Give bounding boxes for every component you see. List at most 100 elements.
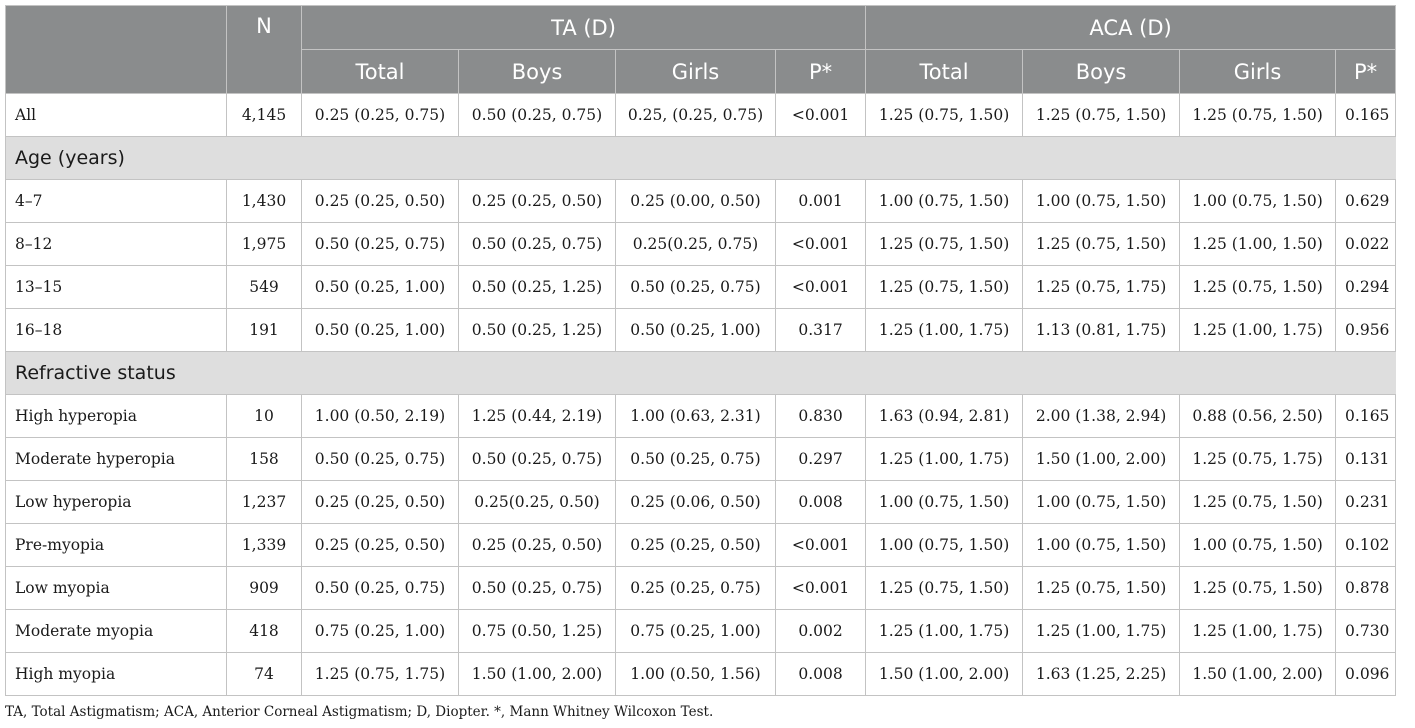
table-cell: 1.25 (1.00, 1.75) [1179, 308, 1337, 352]
table-cell: 0.50 (0.25, 0.75) [458, 93, 616, 137]
row-label: Low hyperopia [5, 480, 227, 524]
row-label: Low myopia [5, 566, 227, 610]
table-cell: 1.25 (1.00, 1.75) [865, 437, 1024, 481]
table-cell: 0.102 [1335, 523, 1397, 567]
table-cell: 0.50 (0.25, 1.25) [458, 308, 616, 352]
table-row: High myopia 74 1.25 (0.75, 1.75) 1.50 (1.00… [5, 652, 1397, 696]
table-cell: 1.25 (0.75, 1.75) [1022, 265, 1181, 309]
cell-n: 4,145 [226, 93, 302, 137]
table-cell: 1.25 (1.00, 1.75) [865, 308, 1024, 352]
table-cell: 0.50 (0.25, 0.75) [301, 222, 459, 266]
table-cell: 0.50 (0.25, 0.75) [615, 265, 776, 309]
table-cell: 1.00 (0.75, 1.50) [1022, 523, 1181, 567]
table-cell: <0.001 [774, 222, 867, 266]
section-row: Refractive status [4, 351, 1397, 395]
table-header: N TA (D) ACA (D) Total Boys Girls P* Tot… [5, 5, 1397, 94]
table-cell: 1.25 (0.75, 1.50) [1179, 566, 1337, 610]
table-cell: 0.75 (0.50, 1.25) [458, 609, 616, 653]
table-row: Moderate hyperopia 158 0.50 (0.25, 0.75) 0.… [5, 437, 1397, 481]
header-ta-girls: Girls [615, 49, 776, 94]
table-cell: 0.50 (0.25, 0.75) [458, 437, 616, 481]
row-label: 8–12 [5, 222, 227, 266]
table-cell: 1.00 (0.63, 2.31) [615, 394, 776, 438]
table-row: All 4,145 0.25 (0.25, 0.75) 0.50 (0.25, 0.7… [5, 93, 1397, 137]
table-row: Low hyperopia 1,237 0.25 (0.25, 0.50) 0.25(… [5, 480, 1397, 524]
table-cell: 0.878 [1335, 566, 1397, 610]
table-cell: 0.25 (0.25, 0.50) [458, 179, 616, 223]
table-cell: 1.50 (1.00, 2.00) [458, 652, 616, 696]
table-cell: 0.022 [1335, 222, 1397, 266]
table-footnote: TA, Total Astigmatism; ACA, Anterior Cor… [5, 704, 714, 720]
table-cell: 1.00 (0.50, 2.19) [301, 394, 459, 438]
section-row: Age (years) [4, 136, 1397, 180]
table-cell: 1.00 (0.75, 1.50) [1179, 179, 1337, 223]
table-cell: 1.25 (0.75, 1.50) [865, 265, 1024, 309]
table-cell: 0.50 (0.25, 1.00) [615, 308, 776, 352]
table-cell: 0.75 (0.25, 1.00) [301, 609, 459, 653]
table-cell: 0.096 [1335, 652, 1397, 696]
table-cell: 0.25 (0.00, 0.50) [615, 179, 776, 223]
table-cell: 1.25 (1.00, 1.50) [1179, 222, 1337, 266]
table-cell: 0.25 (0.06, 0.50) [615, 480, 776, 524]
section-label: Refractive status [4, 351, 1397, 395]
table-cell: 1.25 (1.00, 1.75) [1022, 609, 1181, 653]
table-cell: 1.25 (0.75, 1.50) [1022, 222, 1181, 266]
table-cell: 0.25 (0.25, 0.50) [301, 480, 459, 524]
table-cell: 0.008 [774, 652, 867, 696]
table-body: All 4,145 0.25 (0.25, 0.75) 0.50 (0.25, 0.7… [4, 93, 1397, 696]
row-label: All [5, 93, 227, 137]
table-cell: 1.13 (0.81, 1.75) [1022, 308, 1181, 352]
table-cell: 1.25 (0.75, 1.75) [301, 652, 459, 696]
table-cell: 0.88 (0.56, 2.50) [1179, 394, 1337, 438]
table-cell: 1.00 (0.75, 1.50) [1022, 179, 1181, 223]
table-row: Pre-myopia 1,339 0.25 (0.25, 0.50) 0.25 (0.… [5, 523, 1397, 567]
table-cell: 0.25 (0.25, 0.50) [458, 523, 616, 567]
table-cell: 1.63 (1.25, 2.25) [1022, 652, 1181, 696]
table-cell: 1.25 (1.00, 1.75) [1179, 609, 1337, 653]
cell-n: 1,339 [226, 523, 302, 567]
table-cell: <0.001 [774, 265, 867, 309]
table-cell: 0.165 [1335, 93, 1397, 137]
table-cell: 1.00 (0.75, 1.50) [1179, 523, 1337, 567]
table-cell: 0.25 (0.25, 0.75) [615, 566, 776, 610]
row-label: 13–15 [5, 265, 227, 309]
row-label: High myopia [5, 652, 227, 696]
header-aca-boys: Boys [1022, 49, 1181, 94]
table-row: Moderate myopia 418 0.75 (0.25, 1.00) 0.75 … [5, 609, 1397, 653]
table-cell: 0.50 (0.25, 1.00) [301, 265, 459, 309]
table-cell: 0.131 [1335, 437, 1397, 481]
cell-n: 418 [226, 609, 302, 653]
row-label: 16–18 [5, 308, 227, 352]
table-row: 16–18 191 0.50 (0.25, 1.00) 0.50 (0.25, 1.2… [5, 308, 1397, 352]
table-cell: 0.956 [1335, 308, 1397, 352]
table-cell: 0.25, (0.25, 0.75) [615, 93, 776, 137]
cell-n: 1,430 [226, 179, 302, 223]
table-row: 13–15 549 0.50 (0.25, 1.00) 0.50 (0.25, 1.2… [5, 265, 1397, 309]
row-label: Moderate hyperopia [5, 437, 227, 481]
table-cell: 0.25 (0.25, 0.50) [615, 523, 776, 567]
table-cell: <0.001 [774, 523, 867, 567]
header-aca-girls: Girls [1179, 49, 1337, 94]
table-cell: 1.25 (0.75, 1.50) [1022, 93, 1181, 137]
table-cell: 0.25(0.25, 0.50) [458, 480, 616, 524]
table-cell: 1.50 (1.00, 2.00) [1022, 437, 1181, 481]
header-group-aca: ACA (D) [865, 5, 1397, 50]
cell-n: 1,975 [226, 222, 302, 266]
row-label: Pre-myopia [5, 523, 227, 567]
table-cell: 0.50 (0.25, 1.00) [301, 308, 459, 352]
results-table: N TA (D) ACA (D) Total Boys Girls P* Tot… [4, 5, 1397, 696]
table-cell: 0.231 [1335, 480, 1397, 524]
table-cell: 0.629 [1335, 179, 1397, 223]
table-cell: 0.001 [774, 179, 867, 223]
cell-n: 191 [226, 308, 302, 352]
header-n: N [226, 5, 302, 94]
header-ta-p: P* [774, 49, 867, 94]
section-label: Age (years) [4, 136, 1397, 180]
cell-n: 74 [226, 652, 302, 696]
table-cell: 1.25 (0.75, 1.50) [1022, 566, 1181, 610]
table-cell: 0.50 (0.25, 0.75) [301, 437, 459, 481]
table-cell: 0.25 (0.25, 0.50) [301, 523, 459, 567]
table-cell: 0.50 (0.25, 1.25) [458, 265, 616, 309]
table-cell: 0.25 (0.25, 0.50) [301, 179, 459, 223]
table-cell: 0.25(0.25, 0.75) [615, 222, 776, 266]
